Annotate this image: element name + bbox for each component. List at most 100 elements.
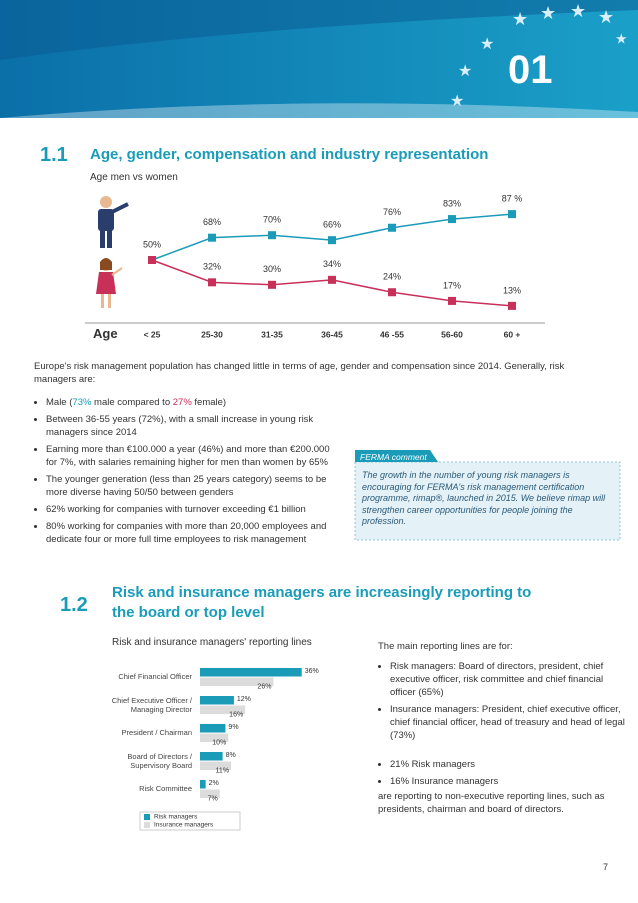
x-tick-label: 60 +: [504, 329, 521, 339]
value-label: 8%: [226, 752, 236, 759]
svg-text:★: ★: [540, 3, 556, 23]
value-label: 36%: [305, 668, 319, 675]
category-label: President / Chairman: [121, 728, 192, 737]
value-label: 26%: [257, 684, 271, 691]
legend-label: Insurance managers: [154, 822, 214, 829]
value-label: 83%: [443, 198, 461, 208]
comment: The growth in the number of young risk m…: [362, 470, 606, 526]
bullet: Risk managers: Board of directors, presi…: [390, 660, 628, 699]
svg-text:★: ★: [450, 93, 464, 110]
marker: [268, 280, 276, 289]
value-label: 32%: [203, 262, 221, 272]
svg-text:★: ★: [512, 9, 528, 29]
text: 27%: [172, 397, 192, 408]
category-label: Risk Committee: [139, 784, 192, 793]
x-tick-label: < 25: [144, 329, 161, 339]
svg-text:★: ★: [570, 1, 586, 21]
svg-text:★: ★: [480, 36, 494, 53]
section-title: Age, gender, compensation and industry r…: [90, 146, 489, 163]
value-label: 10%: [212, 740, 226, 747]
x-tick-label: 56-60: [441, 329, 463, 339]
marker: [208, 278, 216, 287]
value-label: 50%: [143, 239, 161, 249]
section-number: 1.1: [40, 144, 68, 166]
value-label: 2%: [209, 780, 219, 787]
value-label: 68%: [203, 217, 221, 227]
svg-text:★: ★: [598, 7, 614, 27]
value-label: 70%: [263, 215, 281, 225]
woman-icon: [96, 258, 123, 308]
comment-label: FERMA comment: [360, 452, 427, 462]
outro: are reporting to non-executive reporting…: [378, 791, 605, 815]
bar: [200, 677, 274, 686]
bullet: Earning more than €100.000 a year (46%) …: [46, 443, 334, 469]
page-number: 7: [603, 862, 609, 872]
svg-text:★: ★: [615, 31, 628, 47]
value-label: 17%: [443, 280, 461, 290]
comment-box: [354, 461, 621, 541]
section-number: 1.2: [60, 594, 88, 616]
header-wave: [0, 0, 638, 60]
marker: [268, 231, 276, 240]
legend-swatch: [144, 822, 150, 828]
text: male compared to: [91, 397, 173, 408]
x-tick-label: 25-30: [201, 329, 223, 339]
legend-swatch: [144, 814, 150, 820]
bullet: Insurance managers: President, chief exe…: [390, 703, 628, 742]
x-tick-label: 46 -55: [380, 329, 404, 339]
marker: [448, 215, 456, 224]
value-label: 34%: [323, 259, 341, 269]
legend-label: Risk managers: [154, 814, 198, 821]
value-label: 76%: [383, 207, 401, 217]
marker: [328, 275, 336, 284]
stars: ★ ★ ★ ★ ★★★★: [450, 1, 628, 110]
value-label: 9%: [228, 724, 238, 731]
bar: [200, 705, 246, 714]
chart-title: Risk and insurance managers' reporting l…: [112, 637, 312, 648]
value-label: 66%: [323, 220, 341, 230]
bullet: 16% Insurance managers: [390, 775, 628, 788]
intro: Europe's risk management population has …: [34, 361, 565, 385]
bar: [200, 789, 220, 798]
legend-box: [139, 811, 241, 831]
marker: [148, 256, 156, 264]
text: 73%: [72, 397, 92, 408]
bar: [200, 733, 229, 742]
bullet-list: Male (73% male compared to 27% female) B…: [34, 396, 334, 550]
value-label: 30%: [263, 264, 281, 274]
chart-title: Age men vs women: [90, 172, 178, 183]
bullet-list: 21% Risk managers 16% Insurance managers: [378, 758, 628, 792]
bullet: Male (73% male compared to 27% female): [46, 396, 334, 409]
bar: [200, 761, 232, 770]
marker: [448, 296, 456, 305]
man-icon: [98, 196, 129, 248]
marker: [388, 223, 396, 232]
marker: [508, 210, 516, 219]
value-label: 13%: [503, 285, 521, 295]
value-label: 11%: [216, 768, 230, 775]
value-label: 16%: [229, 712, 243, 719]
header-wave: [0, 103, 638, 118]
bar: [200, 724, 226, 733]
text: Male (: [46, 397, 73, 408]
svg-text:★: ★: [458, 63, 472, 80]
x-tick-label: 31-35: [261, 329, 283, 339]
value-label: 24%: [383, 272, 401, 282]
marker: [388, 288, 396, 297]
category-label: Board of Directors / Supervisory Board: [127, 751, 192, 770]
text: female): [191, 397, 227, 408]
bullet: 80% working for companies with more than…: [46, 520, 334, 546]
marker: [208, 233, 216, 242]
category-label: Chief Executive Officer / Managing Direc…: [111, 695, 192, 714]
value-label: 7%: [208, 796, 218, 803]
bullet: The younger generation (less than 25 yea…: [46, 473, 334, 499]
chapter-number: 01: [508, 48, 553, 92]
category-label: Chief Financial Officer: [118, 672, 192, 681]
bullet-list: Risk managers: Board of directors, presi…: [378, 660, 628, 746]
x-tick-label: 36-45: [321, 329, 343, 339]
bar: [200, 696, 234, 705]
bullet: 62% working for companies with turnover …: [46, 503, 334, 516]
marker: [508, 301, 516, 310]
